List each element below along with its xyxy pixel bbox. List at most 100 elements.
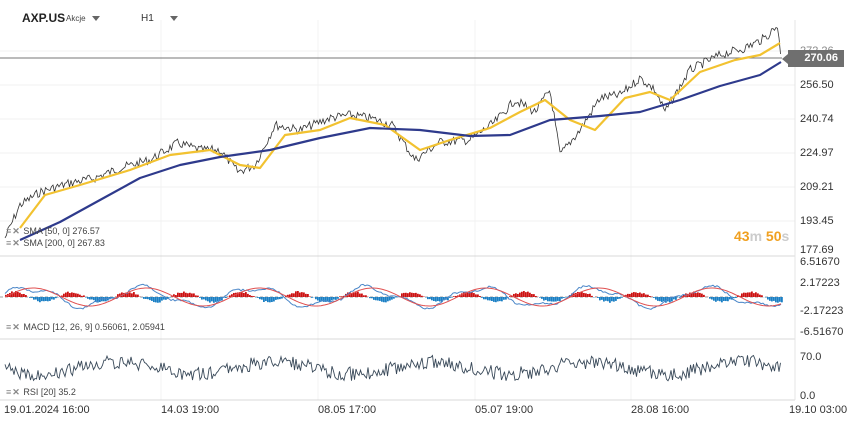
macd-histogram-bar xyxy=(67,291,69,297)
macd-histogram-bar xyxy=(591,295,593,297)
macd-histogram-bar xyxy=(663,297,665,302)
macd-histogram-bar xyxy=(15,291,17,297)
macd-histogram-bar xyxy=(447,297,449,301)
macd-histogram-bar xyxy=(301,292,303,297)
macd-legend-label: MACD [12, 26, 9] 0.56061, 2.05941 xyxy=(23,322,165,332)
macd-histogram-bar xyxy=(513,293,515,297)
rsi-line xyxy=(4,354,781,382)
macd-histogram-bar xyxy=(369,297,371,299)
rsi-tick-1: 70.0 xyxy=(800,351,822,363)
menu-icon[interactable]: ≡ xyxy=(6,226,12,236)
macd-histogram-bar xyxy=(303,292,305,297)
close-icon[interactable]: ✕ xyxy=(12,322,20,332)
macd-histogram-bar xyxy=(751,291,753,297)
macd-histogram-bar xyxy=(95,297,97,303)
close-icon[interactable]: ✕ xyxy=(12,387,20,397)
macd-histogram-bar xyxy=(155,297,157,303)
macd-histogram-bar xyxy=(691,292,693,297)
macd-histogram-bar xyxy=(133,292,135,297)
macd-histogram-bar xyxy=(307,294,309,297)
macd-histogram-bar xyxy=(453,296,455,297)
macd-histogram-bar xyxy=(379,297,381,301)
menu-icon[interactable]: ≡ xyxy=(6,322,12,332)
timer-seconds: 50 xyxy=(765,228,782,244)
macd-histogram-bar xyxy=(715,297,717,302)
macd-histogram-bar xyxy=(653,297,655,298)
close-icon[interactable]: ✕ xyxy=(12,226,20,236)
macd-histogram-bar xyxy=(515,293,517,297)
macd-histogram-bar xyxy=(695,293,697,297)
macd-tick-4: -6.51670 xyxy=(800,326,844,338)
symbol-dropdown-chevron-icon[interactable] xyxy=(92,16,100,21)
macd-histogram-bar xyxy=(47,297,49,302)
macd-histogram-bar xyxy=(69,293,71,297)
rsi-legend[interactable]: ≡✕ RSI [20] 35.2 xyxy=(6,387,76,398)
macd-histogram-bar xyxy=(585,293,587,297)
macd-histogram-bar xyxy=(79,294,81,297)
macd-histogram-bar xyxy=(157,297,159,303)
price-tick-5: 209.21 xyxy=(800,181,834,193)
macd-histogram-bar xyxy=(289,294,291,297)
macd-histogram-bar xyxy=(341,296,343,297)
macd-histogram-bar xyxy=(353,292,355,297)
macd-histogram-bar xyxy=(233,292,235,297)
macd-histogram-bar xyxy=(361,293,363,297)
macd-histogram-bar xyxy=(167,297,169,299)
macd-histogram-bar xyxy=(153,297,155,303)
x-label-6: 19.10 03:00 xyxy=(789,404,848,416)
macd-histogram-bar xyxy=(381,297,383,302)
macd-histogram-bar xyxy=(711,297,713,300)
timeframe-dropdown-chevron-icon[interactable] xyxy=(170,16,178,21)
close-icon[interactable]: ✕ xyxy=(12,238,20,248)
macd-histogram-bar xyxy=(637,293,639,297)
sma200-line xyxy=(19,61,782,242)
chart-toolbar: AXP.US Akcje H1 xyxy=(0,0,859,34)
macd-histogram-bar xyxy=(185,292,187,297)
macd-histogram-bar xyxy=(543,297,545,301)
macd-histogram-bar xyxy=(409,292,411,297)
x-label-5: 28.08 16:00 xyxy=(631,404,690,416)
macd-histogram-bar xyxy=(17,292,19,297)
current-price-value: 270.06 xyxy=(804,52,838,64)
macd-histogram-bar xyxy=(175,295,177,297)
macd-histogram-bar xyxy=(729,297,731,300)
macd-histogram-bar xyxy=(435,297,437,302)
sma50-legend[interactable]: ≡✕ SMA [50, 0] 276.57 xyxy=(6,226,100,237)
rsi-tick-2: 0.0 xyxy=(800,390,816,402)
macd-histogram-bar xyxy=(611,297,613,302)
macd-histogram-bar xyxy=(267,297,269,303)
macd-histogram-bar xyxy=(305,293,307,297)
symbol-label[interactable]: AXP.US xyxy=(22,11,66,25)
macd-histogram-bar xyxy=(297,291,299,297)
macd-histogram-bar xyxy=(193,293,195,297)
macd-histogram-bar xyxy=(429,297,431,300)
macd-histogram-bar xyxy=(73,292,75,297)
menu-icon[interactable]: ≡ xyxy=(6,387,12,397)
macd-histogram-bar xyxy=(23,293,25,297)
macd-legend[interactable]: ≡✕ MACD [12, 26, 9] 0.56061, 2.05941 xyxy=(6,322,165,333)
macd-histogram-bar xyxy=(147,297,149,300)
macd-histogram-bar xyxy=(387,297,389,302)
sma200-legend[interactable]: ≡✕ SMA [200, 0] 267.83 xyxy=(6,238,105,249)
macd-histogram-bar xyxy=(371,297,373,299)
macd-histogram-bar xyxy=(385,297,387,303)
macd-histogram-bar xyxy=(359,293,361,297)
macd-histogram-bar xyxy=(245,292,247,297)
macd-histogram-bar xyxy=(491,297,493,302)
macd-histogram-bar xyxy=(619,297,621,299)
timeframe-selector[interactable]: H1 xyxy=(141,13,154,24)
macd-histogram-bar xyxy=(553,297,555,302)
macd-histogram-bar xyxy=(479,295,481,297)
macd-histogram-bar xyxy=(55,297,57,299)
macd-line xyxy=(4,283,782,310)
macd-histogram-bar xyxy=(239,292,241,297)
macd-histogram-bar xyxy=(113,297,115,298)
macd-histogram-bar xyxy=(675,297,677,300)
menu-icon[interactable]: ≡ xyxy=(6,238,12,248)
macd-histogram-bar xyxy=(123,292,125,297)
macd-histogram-bar xyxy=(761,295,763,297)
macd-histogram-bar xyxy=(713,297,715,301)
macd-histogram-bar xyxy=(259,297,261,300)
macd-histogram-bar xyxy=(351,292,353,297)
